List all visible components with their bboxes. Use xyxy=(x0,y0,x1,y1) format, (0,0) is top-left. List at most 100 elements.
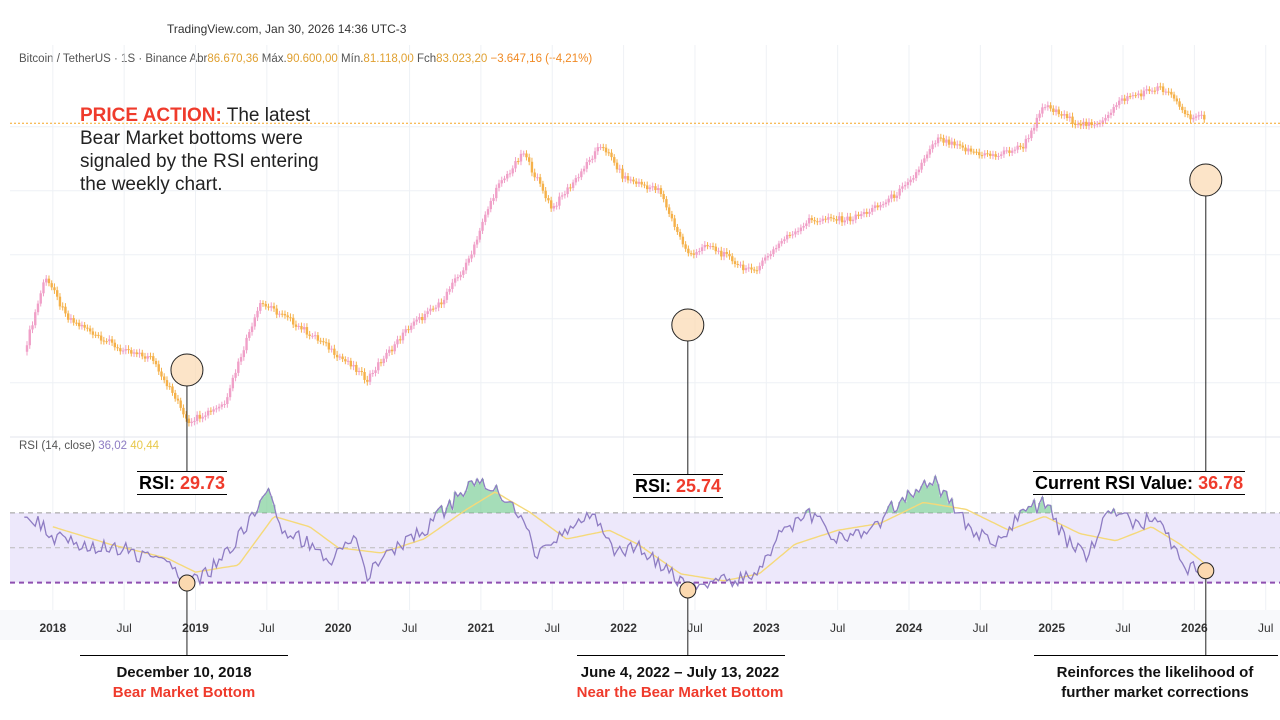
price-candle-307 xyxy=(868,211,871,214)
price-candle-188 xyxy=(541,183,545,191)
price-candle-120 xyxy=(355,364,358,372)
price-candle-299 xyxy=(846,216,849,221)
price-candle-65 xyxy=(204,415,207,417)
price-candle-135 xyxy=(396,339,399,345)
price-candle-175 xyxy=(506,174,509,179)
price-candle-252 xyxy=(717,250,720,252)
price-candle-203 xyxy=(582,168,586,172)
price-candle-234 xyxy=(667,207,671,214)
price-candle-248 xyxy=(706,244,709,247)
price-action-annotation: PRICE ACTION: The latest Bear Market bot… xyxy=(80,104,350,196)
price-candle-218 xyxy=(624,176,627,179)
price-candle-168 xyxy=(486,209,490,215)
price-candle-69 xyxy=(215,408,218,410)
price-candle-280 xyxy=(794,231,797,235)
price-candle-217 xyxy=(621,168,624,179)
price-candle-273 xyxy=(774,247,778,250)
price-candle-365 xyxy=(1027,138,1030,140)
price-candle-333 xyxy=(939,137,943,139)
price-candle-300 xyxy=(849,216,852,222)
price-candle-101 xyxy=(302,327,306,330)
rsi-bottom-marker-2 xyxy=(1197,562,1215,580)
price-candle-358 xyxy=(1008,150,1011,153)
price-candle-43 xyxy=(143,356,147,359)
price-candle-240 xyxy=(684,244,687,249)
price-candle-148 xyxy=(431,308,435,310)
price-candle-220 xyxy=(629,179,632,181)
price-candle-412 xyxy=(1156,86,1159,91)
price-candle-35 xyxy=(121,350,125,352)
rsi-legend-ma-value: 40,44 xyxy=(130,440,160,452)
price-candle-52 xyxy=(168,386,171,388)
price-candle-356 xyxy=(1002,150,1006,155)
price-candle-247 xyxy=(703,244,707,248)
price-candle-337 xyxy=(950,141,953,145)
price-candle-274 xyxy=(777,243,781,248)
price-candle-10 xyxy=(53,287,56,291)
price-candle-417 xyxy=(1170,91,1173,95)
price-candle-157 xyxy=(456,277,460,279)
price-candle-158 xyxy=(459,274,462,278)
caption-rule-2018 xyxy=(80,655,288,656)
price-candle-197 xyxy=(566,187,569,195)
price-candle-278 xyxy=(788,234,792,236)
open-label: Abr xyxy=(189,53,208,65)
price-candle-138 xyxy=(404,329,407,333)
price-candle-233 xyxy=(665,199,668,208)
price-candle-208 xyxy=(596,147,600,152)
price-candle-106 xyxy=(316,335,320,341)
price-candle-200 xyxy=(574,178,578,183)
price-candle-178 xyxy=(514,161,517,169)
price-candle-272 xyxy=(772,249,775,255)
price-candle-282 xyxy=(799,227,803,232)
price-candle-421 xyxy=(1181,106,1184,111)
price-candle-350 xyxy=(986,153,989,155)
price-candle-386 xyxy=(1085,121,1088,126)
x-tick-label-16: 2026 xyxy=(1181,621,1208,635)
price-bottom-marker-1 xyxy=(671,308,705,342)
change-value: −3.647,16 (−4,21%) xyxy=(490,53,593,65)
price-candle-267 xyxy=(758,265,761,271)
price-candle-126 xyxy=(371,373,374,375)
price-candle-428 xyxy=(1200,114,1203,116)
x-tick-label-1: Jul xyxy=(116,621,131,635)
price-candle-127 xyxy=(374,370,377,374)
price-candle-165 xyxy=(478,230,482,240)
price-candle-373 xyxy=(1049,105,1052,109)
price-candle-132 xyxy=(388,349,391,353)
price-candle-102 xyxy=(305,327,309,335)
price-candle-263 xyxy=(747,267,750,269)
price-candle-30 xyxy=(108,339,111,342)
price-candle-147 xyxy=(429,308,432,312)
price-candle-33 xyxy=(116,347,119,349)
price-candle-22 xyxy=(86,327,89,329)
price-candle-47 xyxy=(154,360,158,365)
price-candle-164 xyxy=(475,239,479,245)
high-value: 90.600,00 xyxy=(286,53,338,65)
price-candle-383 xyxy=(1076,123,1080,125)
rsi-legend: RSI (14, close) 36,02 40,44 xyxy=(19,440,159,452)
price-candle-180 xyxy=(519,153,523,162)
price-candle-14 xyxy=(64,306,67,314)
price-candle-347 xyxy=(978,152,981,156)
price-candle-44 xyxy=(146,356,149,359)
rsi-callout-2022-value: 25.74 xyxy=(676,476,722,496)
x-tick-label-5: Jul xyxy=(402,621,417,635)
price-candle-254 xyxy=(722,252,726,257)
price-candle-145 xyxy=(423,313,427,321)
price-candle-219 xyxy=(626,176,630,181)
price-candle-374 xyxy=(1052,108,1055,112)
price-candle-45 xyxy=(149,356,152,358)
annotation-highlight: PRICE ACTION: xyxy=(80,105,222,126)
price-candle-258 xyxy=(733,261,737,265)
price-candle-325 xyxy=(917,169,921,173)
price-candle-96 xyxy=(289,317,292,319)
price-candle-361 xyxy=(1016,145,1019,150)
price-candle-276 xyxy=(783,239,786,242)
price-candle-115 xyxy=(341,356,344,360)
price-candle-211 xyxy=(604,147,608,153)
x-tick-label-15: Jul xyxy=(1115,621,1130,635)
price-candle-154 xyxy=(448,289,451,292)
price-candle-5 xyxy=(39,293,42,304)
price-candle-262 xyxy=(744,268,748,271)
